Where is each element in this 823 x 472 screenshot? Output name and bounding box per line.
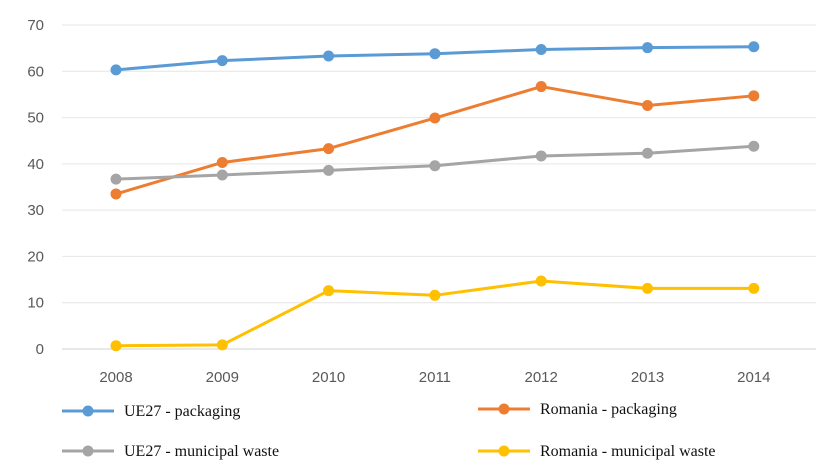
legend-swatch-marker	[82, 405, 94, 417]
y-tick-label: 60	[27, 63, 44, 80]
data-point	[216, 156, 228, 168]
data-point	[216, 169, 228, 181]
data-point	[535, 275, 547, 287]
data-point	[429, 289, 441, 301]
legend-label: UE27 - packaging	[124, 403, 240, 420]
data-point	[748, 282, 760, 294]
data-point	[748, 41, 760, 53]
legend-swatch-marker	[498, 445, 510, 457]
data-point	[110, 340, 122, 352]
data-point	[216, 55, 228, 67]
x-tick-label: 2009	[206, 369, 239, 386]
data-point	[535, 81, 547, 93]
x-tick-label: 2011	[419, 369, 451, 386]
legend-item: Romania - packaging	[478, 401, 677, 418]
data-point	[642, 100, 653, 112]
data-point	[110, 173, 122, 185]
data-point	[642, 282, 653, 294]
legend-item: UE27 - packaging	[62, 403, 240, 420]
x-tick-label: 2012	[525, 369, 558, 386]
y-tick-label: 30	[27, 202, 44, 219]
y-tick-label: 40	[27, 156, 44, 173]
data-point	[642, 42, 653, 54]
x-tick-label: 2013	[631, 369, 664, 386]
data-point	[323, 285, 335, 297]
data-point	[748, 140, 760, 152]
data-point	[535, 44, 547, 56]
y-tick-label: 50	[27, 110, 44, 127]
series-4	[110, 275, 760, 352]
y-tick-label: 10	[27, 295, 44, 312]
series-line	[115, 85, 754, 196]
y-tick-label: 20	[27, 248, 44, 265]
series-3	[110, 140, 760, 185]
data-point	[216, 339, 228, 351]
legend-swatch-marker	[82, 445, 94, 457]
data-point	[323, 143, 335, 155]
legend-label: Romania - packaging	[540, 401, 677, 418]
data-point	[642, 147, 653, 159]
data-point	[748, 90, 760, 102]
legend: UE27 - packaging Romania - packaging UE27 …	[62, 401, 716, 460]
legend-swatch-marker	[498, 403, 510, 415]
data-point	[429, 48, 441, 60]
legend-item: Romania - municipal waste	[478, 443, 716, 460]
gridlines	[62, 24, 816, 350]
x-tick-label: 2014	[737, 369, 770, 386]
x-tick-label: 2008	[99, 369, 132, 386]
legend-label: Romania - municipal waste	[540, 443, 716, 460]
series-2	[110, 81, 760, 200]
y-tick-label: 0	[36, 341, 44, 358]
data-point	[535, 150, 547, 162]
x-axis-tick-labels: 2008 2009 2010 2011 2012 2013 2014	[99, 369, 770, 386]
data-point	[110, 188, 122, 200]
data-point	[429, 160, 441, 172]
legend-item: UE27 - municipal waste	[62, 443, 279, 460]
series-lines	[110, 41, 760, 352]
data-point	[110, 64, 122, 76]
data-point	[323, 164, 335, 176]
y-tick-label: 70	[27, 17, 44, 34]
y-axis-tick-labels: 0 10 20 30 40 50 60 70	[27, 17, 44, 358]
data-point	[429, 112, 441, 124]
data-point	[323, 50, 335, 62]
x-tick-label: 2010	[312, 369, 345, 386]
legend-label: UE27 - municipal waste	[124, 443, 279, 460]
series-1	[110, 41, 760, 76]
